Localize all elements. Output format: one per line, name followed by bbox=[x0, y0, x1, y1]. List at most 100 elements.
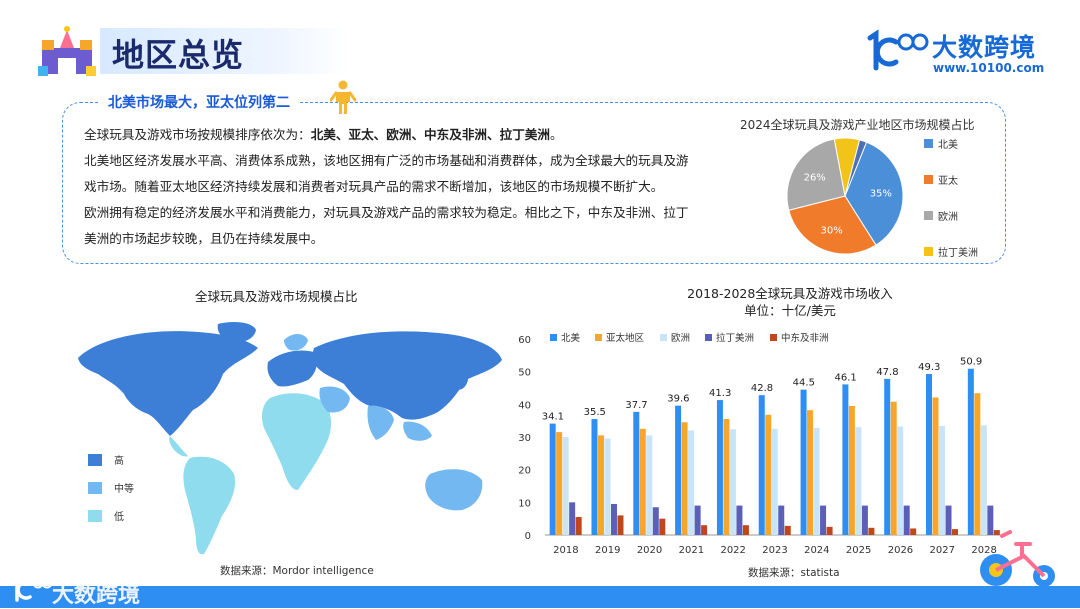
bar bbox=[575, 517, 582, 535]
pie-legend-item: 亚太 bbox=[924, 172, 978, 187]
bar bbox=[939, 425, 946, 535]
bar bbox=[681, 422, 688, 535]
pie-chart: 35% 30% 26% bbox=[786, 137, 904, 255]
x-tick-label: 2019 bbox=[595, 545, 620, 556]
legend-swatch bbox=[595, 334, 602, 341]
legend-swatch bbox=[770, 334, 777, 341]
y-tick-label: 50 bbox=[518, 368, 531, 379]
legend-label: 中等 bbox=[114, 484, 134, 495]
pie-slice-label: 26% bbox=[804, 173, 826, 184]
x-tick-label: 2028 bbox=[971, 545, 996, 556]
x-tick-label: 2027 bbox=[930, 545, 955, 556]
bar bbox=[952, 529, 959, 535]
pie-legend-item: 北美 bbox=[924, 136, 978, 151]
map-region-south-america bbox=[183, 456, 236, 555]
ranking-prefix: 全球玩具及游戏市场按规模排序依次为： bbox=[84, 127, 311, 142]
bar-data-label: 50.9 bbox=[960, 357, 982, 368]
legend-label: 低 bbox=[114, 512, 124, 523]
x-tick-label: 2026 bbox=[888, 545, 913, 556]
bar bbox=[729, 429, 736, 535]
x-tick-label: 2022 bbox=[720, 545, 745, 556]
map-title: 全球玩具及游戏市场规模占比 bbox=[195, 289, 358, 304]
map-legend: 高 中等 低 bbox=[88, 452, 134, 523]
paragraph-line: 戏市场。随着亚太地区经济持续发展和消费者对玩具产品的需求不断增加，该地区的市场规… bbox=[84, 179, 664, 194]
bar bbox=[688, 430, 695, 535]
y-tick-label: 30 bbox=[518, 433, 531, 444]
y-tick-label: 0 bbox=[525, 531, 531, 542]
bar bbox=[848, 405, 855, 535]
bar-data-label: 41.3 bbox=[709, 388, 731, 399]
bar bbox=[758, 395, 765, 535]
bar bbox=[591, 419, 598, 535]
legend-label: 高 bbox=[114, 456, 124, 467]
map-legend-item: 中等 bbox=[88, 480, 134, 495]
bar bbox=[826, 526, 833, 535]
x-tick-label: 2025 bbox=[846, 545, 871, 556]
bar-data-label: 39.6 bbox=[667, 394, 689, 405]
pie-legend: 北美 亚太 欧洲 拉丁美洲 bbox=[924, 136, 978, 259]
person-icon bbox=[330, 80, 356, 114]
bar bbox=[716, 400, 723, 535]
bar bbox=[771, 428, 778, 535]
bar bbox=[597, 435, 604, 535]
legend-label: 欧洲 bbox=[938, 212, 958, 223]
bar-data-label: 35.5 bbox=[584, 407, 606, 418]
ranking-regions: 北美、亚太、欧洲、中东及非洲、拉丁美洲 bbox=[310, 127, 550, 142]
bar bbox=[694, 505, 701, 535]
legend-swatch bbox=[550, 334, 557, 341]
pie-slice bbox=[844, 141, 904, 246]
map-region-middle-east bbox=[319, 386, 350, 413]
bar bbox=[974, 393, 981, 535]
bar bbox=[633, 411, 640, 535]
brand-url[interactable]: www.10100.com bbox=[933, 61, 1045, 75]
bar-data-label: 47.8 bbox=[876, 367, 898, 378]
bar-data-label: 46.1 bbox=[835, 372, 857, 383]
y-tick-label: 40 bbox=[518, 400, 531, 411]
card-heading-wrap: 北美市场最大，亚太位列第二 bbox=[100, 92, 298, 112]
bar bbox=[784, 525, 791, 535]
bar bbox=[742, 525, 749, 535]
y-tick-label: 20 bbox=[518, 466, 531, 477]
bar bbox=[820, 505, 827, 535]
world-map bbox=[78, 322, 502, 555]
bar bbox=[807, 410, 814, 535]
pie-legend-item: 欧洲 bbox=[924, 208, 978, 223]
paragraph-line: 欧洲拥有稳定的经济发展水平和消费能力，对玩具及游戏产品的需求较为稳定。相比之下，… bbox=[84, 205, 689, 220]
legend-swatch bbox=[88, 453, 102, 466]
bar bbox=[910, 528, 917, 535]
paragraph-line: 北美地区经济发展水平高、消费体系成熟，该地区拥有广泛的市场基础和消费群体，成为全… bbox=[84, 153, 689, 168]
map-region-asia bbox=[312, 331, 502, 420]
bar bbox=[868, 527, 875, 535]
legend-label: 中东及非洲 bbox=[781, 332, 829, 344]
bar bbox=[646, 435, 653, 535]
castle-logo-icon bbox=[38, 26, 96, 76]
map-region-greenland bbox=[217, 322, 256, 343]
bar bbox=[855, 427, 862, 535]
footer-logo-icon bbox=[11, 574, 52, 602]
map-region-north-america bbox=[78, 331, 258, 436]
pie-slice bbox=[786, 138, 846, 211]
map-region-africa bbox=[262, 393, 332, 490]
legend-label: 亚太 bbox=[938, 176, 958, 187]
y-tick-label: 60 bbox=[518, 335, 531, 346]
bar bbox=[659, 518, 666, 535]
pie-slice bbox=[788, 195, 877, 255]
bar bbox=[639, 428, 646, 535]
paragraph-line: 美洲的市场起步较晚，且仍在持续发展中。 bbox=[84, 231, 324, 246]
x-tick-label: 2024 bbox=[804, 545, 829, 556]
bar bbox=[903, 505, 910, 535]
bar bbox=[736, 505, 743, 535]
map-region-australia bbox=[425, 469, 483, 511]
summary-card bbox=[62, 102, 1006, 264]
pie-chart-title: 2024全球玩具及游戏产业地区市场规模占比 bbox=[740, 118, 975, 132]
bar bbox=[549, 423, 556, 535]
bar bbox=[569, 502, 576, 535]
map-region-europe bbox=[267, 350, 317, 387]
legend-swatch bbox=[924, 211, 933, 220]
bar bbox=[701, 525, 708, 535]
bar-chart: 0 10 20 30 40 50 60 北美 亚太地区 欧洲 拉丁美洲 中东及非洲 34.1 2018 35… bbox=[518, 332, 1005, 556]
y-tick-label: 10 bbox=[518, 498, 531, 509]
bar bbox=[987, 505, 994, 535]
x-tick-label: 2021 bbox=[679, 545, 704, 556]
legend-label: 拉丁美洲 bbox=[938, 248, 978, 259]
